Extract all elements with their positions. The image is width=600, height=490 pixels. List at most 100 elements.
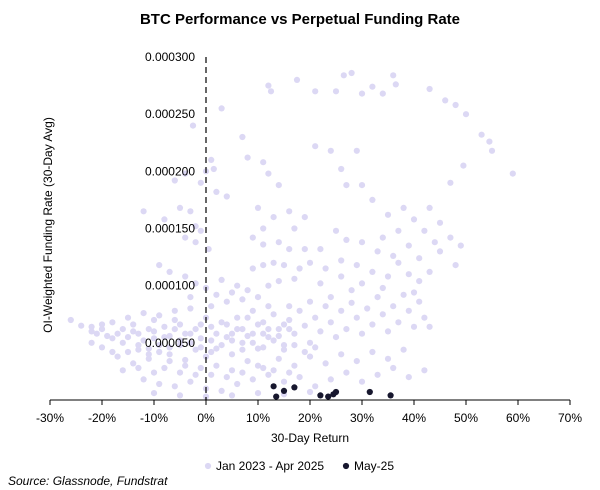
point-history-34 — [358, 182, 366, 189]
point-history-74 — [332, 227, 340, 234]
y-tick-label: 0.000050 — [145, 336, 195, 350]
point-history-302 — [228, 289, 236, 296]
point-history-112 — [114, 330, 121, 337]
point-history-208 — [234, 380, 241, 388]
point-history-240 — [182, 330, 189, 337]
point-history-192 — [260, 364, 267, 372]
point-history-102 — [384, 273, 392, 280]
point-history-232 — [119, 326, 126, 333]
point-history-264 — [218, 342, 225, 349]
point-history-64 — [182, 234, 189, 241]
point-history-20 — [265, 82, 272, 89]
point-history-214 — [327, 376, 334, 383]
point-history-71 — [286, 246, 293, 253]
point-history-30 — [327, 147, 334, 154]
point-history-88 — [192, 280, 199, 287]
point-history-104 — [405, 271, 412, 278]
point-history-193 — [275, 355, 282, 362]
point-history-229 — [93, 330, 100, 337]
point-history-69 — [260, 241, 267, 248]
point-history-250 — [260, 330, 267, 337]
point-history-298 — [348, 287, 355, 294]
point-history-182 — [254, 294, 262, 301]
point-history-148 — [301, 322, 308, 329]
point-history-91 — [234, 282, 241, 289]
point-history-50 — [197, 179, 204, 186]
point-history-75 — [343, 236, 350, 243]
point-history-31 — [338, 165, 345, 173]
point-history-261 — [187, 339, 194, 346]
point-history-93 — [260, 262, 267, 269]
point-history-39 — [426, 204, 433, 211]
legend: Jan 2023 - Apr 2025 May-25 — [204, 459, 394, 473]
point-history-194 — [291, 362, 298, 369]
point-history-10 — [426, 85, 433, 93]
point-history-47 — [208, 156, 215, 163]
point-history-167 — [400, 291, 407, 298]
point-history-70 — [275, 239, 282, 246]
point-history-94 — [270, 259, 277, 266]
point-history-267 — [249, 339, 256, 346]
point-history-220 — [421, 367, 428, 374]
x-tick-label: 10% — [246, 411, 270, 425]
point-history-283 — [254, 362, 262, 369]
point-history-135 — [234, 326, 241, 333]
point-history-205 — [187, 378, 194, 385]
point-history-38 — [410, 216, 418, 223]
point-history-2 — [348, 69, 355, 77]
point-history-183 — [114, 353, 121, 360]
point-history-121 — [161, 334, 168, 341]
x-tick-label: 0% — [197, 411, 215, 425]
point-history-103 — [395, 259, 402, 266]
point-history-116 — [135, 342, 142, 349]
point-history-95 — [280, 262, 288, 269]
point-history-156 — [343, 326, 350, 333]
point-history-196 — [322, 360, 329, 367]
point-history-18 — [460, 162, 467, 169]
point-history-295 — [286, 303, 293, 310]
point-history-155 — [338, 307, 345, 314]
point-history-219 — [405, 374, 412, 381]
point-history-215 — [343, 369, 350, 376]
x-tick-label: 50% — [454, 411, 478, 425]
point-history-246 — [228, 330, 236, 337]
point-history-288 — [109, 348, 116, 356]
point-history-179 — [208, 303, 215, 310]
point-history-6 — [312, 88, 319, 95]
point-history-139 — [254, 345, 262, 352]
point-history-257 — [145, 351, 152, 358]
point-history-118 — [145, 345, 152, 352]
point-history-262 — [197, 344, 204, 351]
point-history-105 — [416, 278, 423, 285]
point-history-78 — [390, 252, 397, 259]
point-history-162 — [374, 294, 381, 301]
point-history-12 — [452, 101, 459, 109]
point-history-48 — [182, 170, 189, 177]
point-history-41 — [447, 234, 454, 241]
point-history-213 — [312, 383, 319, 390]
point-history-117 — [140, 337, 147, 344]
point-history-217 — [374, 371, 381, 378]
point-history-290 — [171, 316, 178, 324]
point-history-200 — [384, 355, 392, 362]
point-history-90 — [218, 276, 225, 283]
point-history-286 — [88, 339, 95, 346]
point-history-236 — [150, 335, 158, 342]
point-history-54 — [161, 216, 168, 223]
point-history-279 — [197, 364, 204, 372]
point-history-207 — [218, 387, 225, 394]
point-may-25-3 — [291, 384, 298, 391]
x-tick-label: 20% — [298, 411, 322, 425]
point-history-58 — [254, 204, 262, 211]
point-history-216 — [358, 378, 366, 385]
point-history-3 — [369, 83, 376, 90]
point-history-294 — [265, 303, 272, 310]
point-history-242 — [197, 335, 204, 342]
point-history-210 — [265, 371, 272, 378]
point-history-244 — [213, 330, 220, 337]
point-history-81 — [431, 239, 438, 246]
point-history-85 — [156, 262, 163, 269]
point-history-258 — [156, 342, 163, 349]
point-history-25 — [244, 154, 251, 161]
chart-title: BTC Performance vs Perpetual Funding Rat… — [140, 11, 460, 28]
